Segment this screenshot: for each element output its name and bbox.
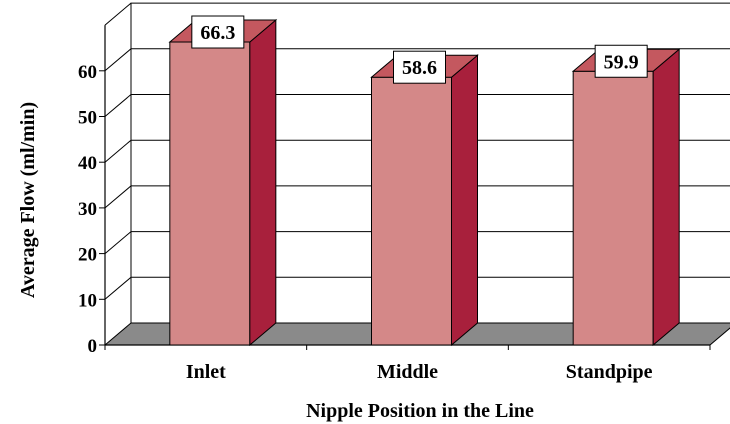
gridline-diagonal	[104, 139, 132, 163]
bar-side	[451, 54, 478, 347]
data-label: 59.9	[604, 51, 639, 73]
y-axis-title: Average Flow (ml/min)	[17, 102, 39, 298]
y-tick-label: 10	[78, 290, 97, 311]
data-label-box	[594, 44, 648, 78]
y-tick-label: 20	[78, 245, 97, 266]
y-tick-label: 30	[78, 199, 97, 220]
category-label: Middle	[377, 361, 438, 383]
bar-side	[652, 48, 680, 347]
gridline-diagonal	[104, 185, 132, 209]
category-label: Inlet	[186, 361, 226, 383]
bar	[371, 76, 452, 346]
data-label-box	[393, 50, 446, 84]
bar-side	[249, 18, 277, 347]
y-tick-labels: 0 10 20 30 40 50 60	[78, 62, 105, 357]
y-tick-label: 40	[78, 153, 97, 174]
y-tick-label: 0	[88, 336, 98, 357]
y-tick-label: 60	[78, 62, 97, 83]
data-labels: 66.3 58.6 59.9	[191, 15, 648, 84]
gridline-diagonal	[104, 48, 132, 72]
data-label: 58.6	[402, 57, 437, 79]
data-label-box	[191, 15, 245, 49]
gridline-diagonal	[104, 276, 132, 300]
gridline-diagonal	[104, 94, 132, 117]
y-tick-label: 50	[78, 108, 97, 129]
bar	[572, 70, 654, 346]
category-label: Standpipe	[566, 361, 653, 383]
plot-walls	[104, 2, 730, 323]
bars	[168, 18, 681, 347]
bar	[169, 41, 251, 346]
left-wall-top-edge	[104, 2, 132, 26]
gridline-diagonal	[104, 231, 132, 254]
x-axis-title: Nipple Position in the Line	[306, 400, 534, 422]
data-label: 66.3	[200, 22, 235, 44]
category-labels: Inlet Middle Standpipe	[186, 361, 653, 383]
